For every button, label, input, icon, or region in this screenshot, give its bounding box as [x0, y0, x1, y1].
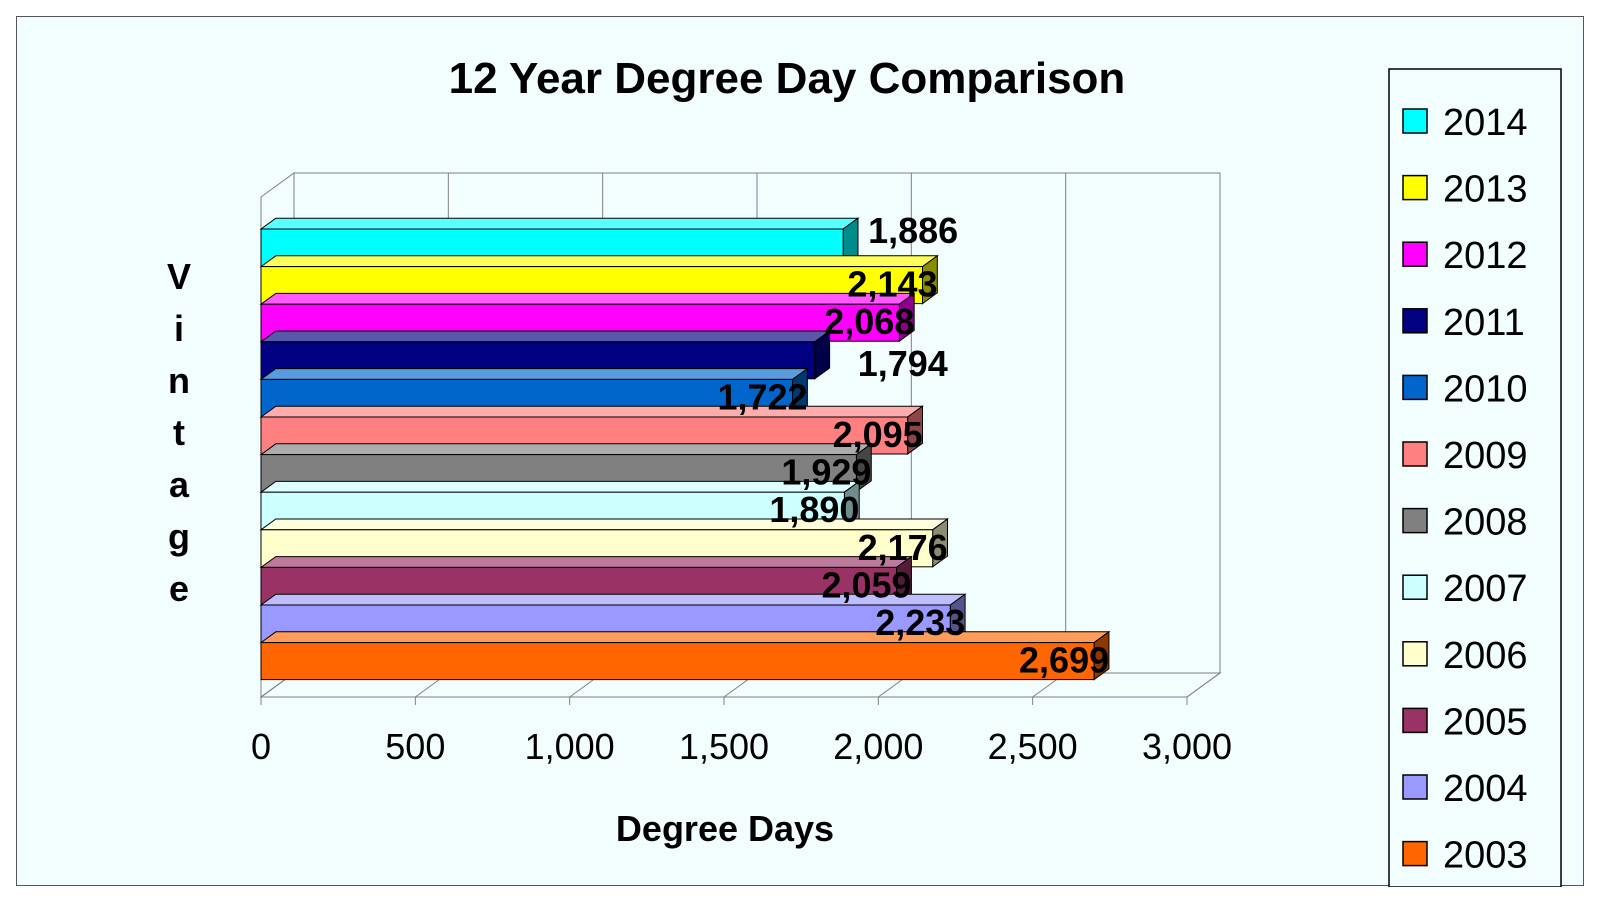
legend-item-2011: 2011	[1402, 302, 1525, 344]
chart-area: 12 Year Degree Day Comparison 1,886 2,143…	[16, 16, 1584, 887]
legend-label: 2009	[1443, 435, 1528, 477]
legend-label: 2004	[1443, 768, 1528, 810]
legend-swatch	[1402, 641, 1428, 667]
data-label-2003: 2,699	[1019, 640, 1109, 681]
legend-label: 2010	[1443, 368, 1528, 410]
legend-item-2005: 2005	[1402, 701, 1528, 743]
data-label-2007: 1,890	[769, 489, 859, 530]
legend-swatch	[1402, 374, 1428, 401]
bar-top-face	[259, 292, 916, 305]
legend-item-2014: 2014	[1402, 102, 1528, 144]
chart-title: 12 Year Degree Day Comparison	[449, 54, 1126, 103]
legend-label: 2007	[1443, 568, 1528, 610]
y-axis-title-letter: V	[167, 256, 191, 297]
x-tick-label: 1,000	[525, 726, 615, 767]
x-tick-label: 0	[251, 726, 271, 767]
legend-item-2008: 2008	[1402, 502, 1528, 544]
bar-2003	[259, 630, 1111, 681]
bar-top-face	[259, 405, 925, 418]
data-label-2005: 2,059	[821, 564, 911, 605]
bar-top-face	[259, 330, 832, 343]
legend-label: 2014	[1443, 102, 1528, 144]
legend-item-2004: 2004	[1402, 768, 1528, 810]
data-label-2009: 2,095	[833, 414, 923, 455]
legend-swatch	[1402, 707, 1428, 734]
x-tick-label: 2,000	[833, 726, 923, 767]
legend-swatch	[1402, 174, 1428, 201]
data-label-2014: 1,886	[868, 210, 958, 251]
y-axis-title-letter: t	[173, 412, 185, 453]
legend-label: 2011	[1443, 302, 1525, 344]
data-label-2008: 1,929	[781, 452, 871, 493]
x-tick-label: 500	[385, 726, 445, 767]
legend-box	[1388, 68, 1562, 887]
floor-gridline	[1186, 672, 1221, 698]
data-label-2011: 1,794	[858, 343, 948, 384]
bar-top-face	[259, 217, 860, 230]
legend-swatch	[1402, 507, 1428, 534]
bar-front-face	[260, 642, 1095, 681]
data-label-2013: 2,143	[847, 264, 937, 305]
plot-area	[259, 172, 1222, 698]
legend-swatch	[1402, 574, 1428, 600]
legend-swatch	[1402, 840, 1428, 867]
data-label-2012: 2,068	[824, 301, 914, 342]
x-axis-title: Degree Days	[616, 808, 834, 849]
x-axis: 0 500 1,000 1,500 2,000 2,500 3,000	[251, 697, 1232, 767]
y-axis-title-letter: e	[169, 568, 189, 609]
legend-swatch	[1402, 308, 1428, 334]
bar-top-face	[259, 556, 913, 568]
legend-item-2013: 2013	[1402, 169, 1528, 211]
legend-swatch	[1402, 774, 1428, 800]
chart-svg: 12 Year Degree Day Comparison 1,886 2,143…	[167, 54, 1562, 887]
y-axis-title-letter: g	[168, 516, 190, 557]
legend-item-2010: 2010	[1402, 368, 1528, 410]
legend-item-2007: 2007	[1402, 568, 1528, 610]
legend-label: 2012	[1443, 235, 1528, 277]
legend-swatch	[1402, 241, 1428, 267]
legend-label: 2003	[1443, 835, 1528, 877]
legend-swatch	[1402, 441, 1428, 467]
legend-item-2009: 2009	[1402, 435, 1528, 477]
legend-label: 2005	[1443, 701, 1528, 743]
legend-label: 2013	[1443, 169, 1528, 211]
bar-top-face	[259, 631, 1111, 644]
legend-label: 2006	[1443, 635, 1528, 677]
y-axis-title-letter: n	[168, 360, 190, 401]
data-label-2006: 2,176	[858, 527, 948, 568]
x-tick-label: 2,500	[988, 726, 1078, 767]
legend-item-2006: 2006	[1402, 635, 1528, 677]
x-tick-label: 3,000	[1142, 726, 1232, 767]
x-tick-label: 1,500	[679, 726, 769, 767]
bar-top-face	[259, 255, 939, 268]
bar-top-face	[259, 443, 873, 456]
legend-label: 2008	[1443, 502, 1528, 544]
legend-item-2012: 2012	[1402, 235, 1528, 277]
legend-swatch	[1402, 108, 1428, 134]
legend: 2014 2013 2012 2011 2010 2009 2008 2007 2006 2005…	[1388, 68, 1562, 887]
data-label-2010: 1,722	[717, 376, 807, 417]
y-axis-title-letter: i	[174, 308, 184, 349]
data-label-2004: 2,233	[875, 602, 965, 643]
legend-item-2003: 2003	[1402, 835, 1528, 877]
y-axis-title-letter: a	[169, 464, 190, 505]
